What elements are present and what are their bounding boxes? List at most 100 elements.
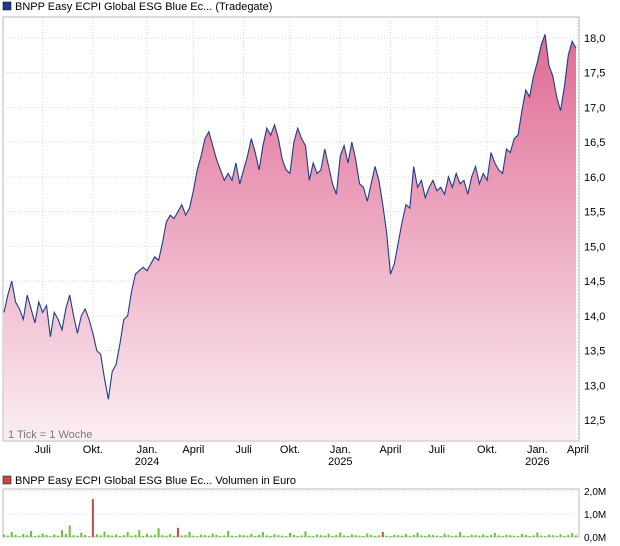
volume-bar <box>316 534 319 537</box>
volume-bar <box>138 530 141 537</box>
volume-bar <box>517 536 520 537</box>
volume-bar <box>459 532 462 537</box>
volume-bar <box>366 533 369 537</box>
volume-bar <box>339 532 342 537</box>
volume-bar <box>173 535 176 537</box>
volume-bar <box>451 535 454 537</box>
price-x-tick-label: April <box>567 444 589 456</box>
price-x-tick-label: Okt. <box>83 444 103 456</box>
tick-note: 1 Tick = 1 Woche <box>8 429 92 441</box>
volume-bar <box>60 530 63 537</box>
volume-plot-frame <box>2 488 580 538</box>
volume-y-tick-label: 1,0M <box>584 510 606 521</box>
volume-bar <box>486 535 489 537</box>
volume-legend-label: BNPP Easy ECPI Global ESG Blue Ec... Vol… <box>15 475 296 487</box>
volume-bar <box>115 534 118 537</box>
volume-bar <box>223 535 226 537</box>
volume-bar <box>231 535 234 537</box>
volume-bar <box>72 535 75 537</box>
volume-bar <box>292 534 295 537</box>
volume-bar <box>443 533 446 537</box>
volume-bar <box>64 533 67 537</box>
price-x-tick-label: April <box>182 444 204 456</box>
volume-bar <box>103 531 106 537</box>
volume-bar <box>393 534 396 537</box>
volume-bar <box>381 531 384 537</box>
volume-bar <box>370 534 373 537</box>
volume-bar <box>563 535 566 537</box>
volume-bar <box>296 535 299 537</box>
volume-bar <box>389 536 392 537</box>
price-x-tick-label: April <box>379 444 401 456</box>
volume-bar <box>165 535 168 537</box>
price-x-tick-label: Jan. <box>137 444 158 456</box>
volume-bar <box>176 527 179 537</box>
volume-bar <box>397 535 400 537</box>
volume-bars <box>3 499 577 537</box>
volume-bar <box>439 536 442 537</box>
volume-bar <box>501 535 504 537</box>
volume-bar <box>277 535 280 537</box>
volume-bar <box>354 535 357 537</box>
price-y-tick-label: 13,0 <box>584 380 605 392</box>
volume-bar <box>571 533 574 537</box>
volume-bar <box>3 534 5 537</box>
volume-bar <box>261 532 264 537</box>
price-x-year-label: 2024 <box>135 456 159 468</box>
price-x-year-label: 2026 <box>525 456 549 468</box>
volume-bar <box>18 536 21 537</box>
volume-bar <box>404 534 407 537</box>
volume-bar <box>157 528 160 537</box>
volume-bar <box>424 535 427 537</box>
volume-bar <box>41 533 44 537</box>
volume-bar <box>362 536 365 537</box>
volume-bar <box>161 535 164 537</box>
volume-bar <box>420 535 423 537</box>
volume-bar <box>385 535 388 537</box>
price-y-tick-label: 16,0 <box>584 172 605 184</box>
volume-bar <box>575 535 577 537</box>
volume-bar <box>146 533 148 537</box>
volume-bar <box>358 535 361 537</box>
volume-bar <box>68 525 71 537</box>
price-area <box>4 34 576 440</box>
volume-bar <box>536 532 539 537</box>
price-y-tick-label: 14,0 <box>584 311 605 323</box>
price-y-tick-label: 13,5 <box>584 346 605 358</box>
volume-y-tick-label: 2,0M <box>584 487 606 498</box>
volume-bar <box>184 534 187 537</box>
volume-bar <box>215 534 218 537</box>
volume-bar <box>374 535 377 537</box>
volume-bar <box>331 535 334 537</box>
volume-grid <box>3 490 579 538</box>
price-line <box>3 34 577 400</box>
volume-bar <box>242 535 245 537</box>
volume-bar <box>505 534 508 537</box>
volume-bar <box>196 536 199 537</box>
volume-bar <box>435 535 438 537</box>
price-x-tick-label: Okt. <box>280 444 300 456</box>
volume-bar <box>416 532 419 537</box>
volume-bar <box>122 535 125 537</box>
volume-bar <box>22 534 25 537</box>
volume-bar <box>30 531 33 537</box>
volume-bar <box>466 536 469 537</box>
volume-bar <box>238 534 241 537</box>
volume-bar <box>350 534 353 537</box>
volume-bar <box>281 535 284 537</box>
volume-bar <box>6 535 9 537</box>
volume-bar <box>88 536 91 537</box>
volume-bar <box>544 536 547 537</box>
price-x-tick-label: Jan. <box>330 444 351 456</box>
volume-bar <box>285 536 288 537</box>
volume-bar <box>192 535 195 537</box>
price-y-tick-label: 14,5 <box>584 276 605 288</box>
volume-bar <box>377 535 380 537</box>
volume-bar <box>343 535 346 537</box>
volume-bar <box>412 534 415 537</box>
price-y-axis: 12,5 13,0 13,5 14,0 14,5 15,0 15,5 16,0 16,5 17,0… <box>584 33 605 427</box>
volume-bar <box>462 535 465 537</box>
volume-bar <box>482 534 485 537</box>
volume-bar <box>80 532 83 537</box>
volume-bar <box>10 531 13 537</box>
